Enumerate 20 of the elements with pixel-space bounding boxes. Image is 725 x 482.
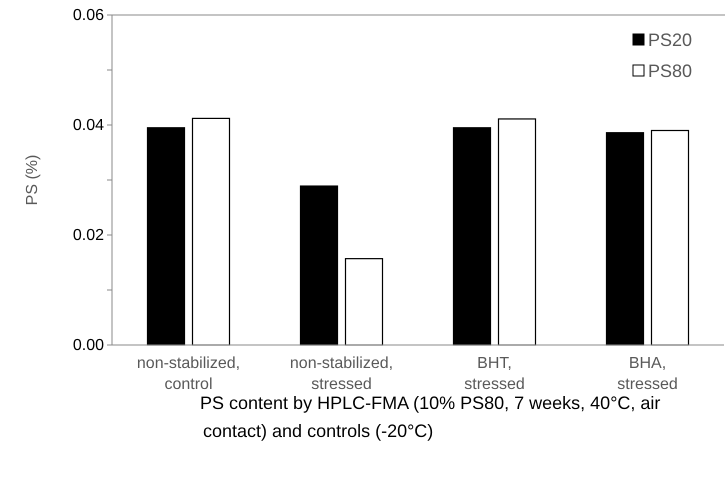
- bar: [146, 127, 186, 346]
- x-tick-label: non-stabilized, control: [136, 355, 240, 393]
- bar: [344, 258, 384, 346]
- legend-label: PS20: [648, 30, 692, 50]
- x-tick-label: BHT, stressed: [464, 355, 525, 393]
- y-tick-label: 0.00: [72, 337, 104, 354]
- bar: [192, 118, 230, 346]
- text: PS content by HPLC-FMA (10% PS80, 7 weeks, 40°C, air contact) and controls (-20°C): [200, 393, 660, 441]
- bar: [498, 118, 536, 346]
- x-tick-label: BHA, stressed: [617, 355, 678, 393]
- y-tick-label: 0.06: [72, 7, 104, 24]
- bar: [300, 185, 338, 346]
- bar: [650, 130, 690, 346]
- legend-label: PS80: [648, 61, 692, 81]
- y-tick-label: 0.04: [72, 117, 104, 134]
- y-axis-title: PS (%): [24, 154, 41, 206]
- bar: [606, 132, 644, 346]
- y-tick-label: 0.02: [72, 227, 104, 244]
- bar: [452, 127, 492, 346]
- x-tick-label: non-stabilized, stressed: [290, 355, 394, 393]
